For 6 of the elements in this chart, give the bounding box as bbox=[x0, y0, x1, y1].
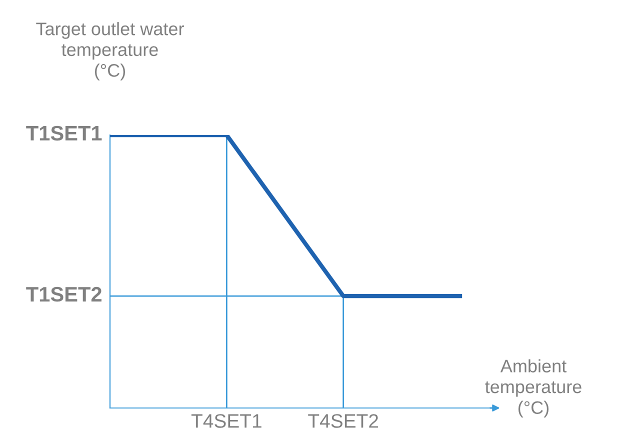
ref-line-label: T1SET2 bbox=[26, 286, 102, 302]
x-tick-label: T4SET2 bbox=[308, 414, 378, 428]
x-axis-title: Ambient temperature (°C) bbox=[485, 359, 582, 418]
text: T1SET1 bbox=[26, 126, 102, 141]
y-axis-title: Target outlet water temperature (°C) bbox=[36, 22, 184, 80]
x-tick-label: T4SET1 bbox=[191, 414, 262, 428]
